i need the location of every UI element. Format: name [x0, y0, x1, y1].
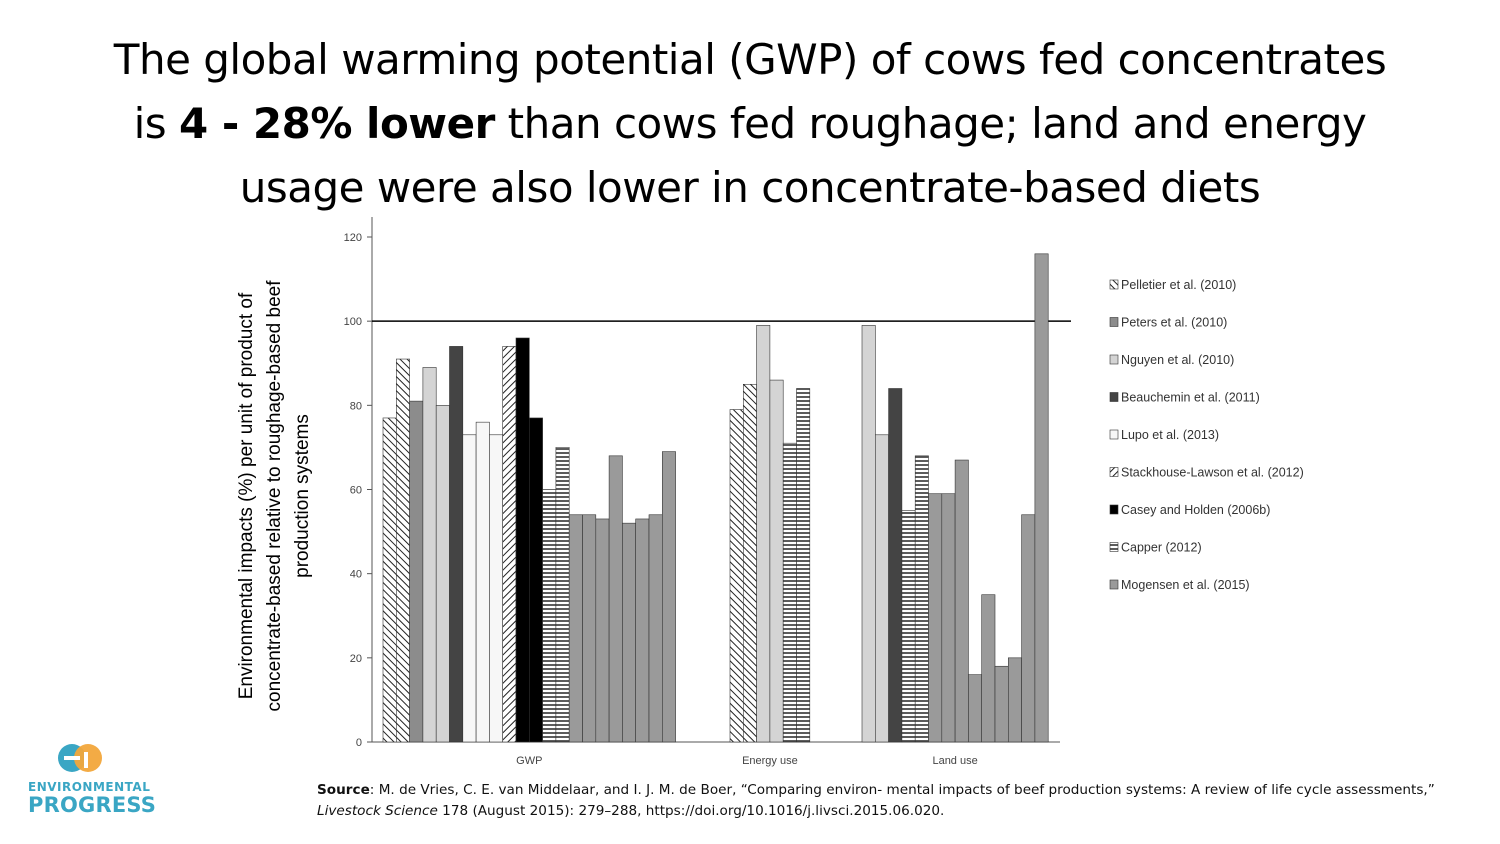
bar: [994, 665, 1009, 743]
legend-swatch: [1109, 542, 1119, 552]
legend-swatch: [1109, 579, 1119, 590]
bar: [769, 379, 784, 743]
bar: [422, 367, 437, 743]
bar: [568, 514, 583, 743]
bar: [914, 455, 929, 743]
bar: [661, 451, 676, 743]
legend-entry: Mogensen et al. (2015): [1121, 578, 1250, 592]
bar: [502, 346, 517, 743]
bar: [489, 434, 503, 743]
environmental-progress-logo: ENVIRONMENTAL PROGRESS: [24, 740, 157, 824]
bar: [542, 489, 557, 743]
legend-swatch: [1109, 429, 1119, 440]
bar: [396, 358, 410, 743]
bar: [968, 674, 983, 743]
logo-line-2: PROGRESS: [28, 793, 157, 817]
title-line-3: usage were also lower in concentrate-bas…: [239, 163, 1261, 212]
title-line-2-pre: is: [133, 99, 179, 148]
legend-swatch: [1109, 317, 1119, 327]
source-journal: Livestock Science: [317, 803, 438, 819]
bar: [449, 346, 464, 743]
title-line-1: The global warming potential (GWP) of co…: [113, 35, 1387, 84]
bar: [515, 337, 530, 743]
source-text: : M. de Vries, C. E. van Middelaar, and …: [369, 782, 1435, 798]
y-tick-label: 40: [350, 569, 362, 581]
y-tick-label: 20: [350, 653, 362, 665]
y-tick-label: 60: [350, 485, 362, 497]
x-group-label: GWP: [516, 755, 542, 767]
legend-entry: Pelletier et al. (2010): [1121, 278, 1236, 292]
bar: [648, 514, 663, 743]
bar: [435, 405, 450, 743]
bar: [595, 518, 610, 743]
bar: [941, 493, 956, 743]
bar: [729, 409, 744, 743]
bar: [622, 522, 636, 743]
bar: [1021, 514, 1036, 743]
x-group-label: Land use: [932, 755, 977, 767]
bar: [782, 442, 797, 743]
bar: [582, 514, 597, 743]
bar: [608, 455, 623, 743]
bar: [462, 434, 477, 743]
chart-legend: Pelletier et al. (2010) Peters et al. (20…: [1109, 278, 1304, 592]
legend-swatch: [1109, 354, 1119, 365]
bar: [796, 388, 811, 743]
bar: [981, 594, 996, 743]
y-axis-label: Environmental impacts (%) per unit of pr…: [236, 280, 313, 712]
legend-swatch: [1109, 392, 1119, 402]
source-label: Source: [317, 782, 370, 798]
chart-bars: [382, 253, 1049, 743]
bar: [756, 325, 771, 743]
bar: [409, 400, 424, 743]
x-group-label: Energy use: [742, 755, 798, 767]
title-highlight: 4 - 28% lower: [179, 99, 495, 148]
y-tick-label: 0: [356, 737, 362, 749]
bar: [382, 417, 397, 743]
legend-entry: Lupo et al. (2013): [1121, 428, 1219, 442]
bar: [874, 434, 889, 743]
source-citation: Source: M. de Vries, C. E. van Middelaar…: [317, 780, 1487, 822]
bar: [928, 493, 943, 743]
title-line-2-post: than cows fed roughage; land and energy: [494, 99, 1367, 148]
legend-entry: Peters et al. (2010): [1121, 316, 1227, 330]
logo-line-1: ENVIRONMENTAL: [28, 780, 151, 794]
legend-swatch: [1109, 504, 1119, 515]
bar: [635, 518, 650, 743]
bar: [555, 447, 570, 743]
bar: [1007, 657, 1022, 743]
legend-swatch: [1109, 467, 1119, 477]
legend-swatch: [1109, 279, 1119, 290]
ep-logo-icon: [58, 744, 102, 772]
y-tick-label: 100: [344, 316, 362, 328]
title-line-2: is 4 - 28% lower than cows fed roughage;…: [0, 92, 1500, 156]
legend-entry: Capper (2012): [1121, 541, 1202, 555]
bar: [742, 383, 757, 743]
y-tick-label: 80: [350, 400, 362, 412]
bar: [954, 459, 969, 743]
y-tick-label: 120: [344, 232, 362, 244]
source-details: 178 (August 2015): 279–288, https://doi.…: [437, 803, 945, 819]
bar-chart: 0 20 40 60 80 100 120 GWP Energy use Land use Pel…: [344, 217, 1304, 767]
bar: [475, 421, 490, 743]
legend-entry: Nguyen et al. (2010): [1121, 353, 1234, 367]
y-axis-label-wrap: Environmental impacts (%) per unit of pr…: [232, 276, 318, 716]
bar: [888, 388, 903, 743]
page-title: The global warming potential (GWP) of co…: [0, 28, 1500, 220]
chart-axes: 0 20 40 60 80 100 120 GWP Energy use Land use: [344, 217, 1071, 767]
bar: [1034, 253, 1049, 743]
bar: [529, 417, 543, 743]
legend-entry: Beauchemin et al. (2011): [1121, 391, 1260, 405]
legend-entry: Casey and Holden (2006b): [1121, 503, 1270, 517]
bar: [861, 325, 876, 743]
legend-entry: Stackhouse-Lawson et al. (2012): [1121, 466, 1304, 480]
bar: [901, 510, 916, 743]
